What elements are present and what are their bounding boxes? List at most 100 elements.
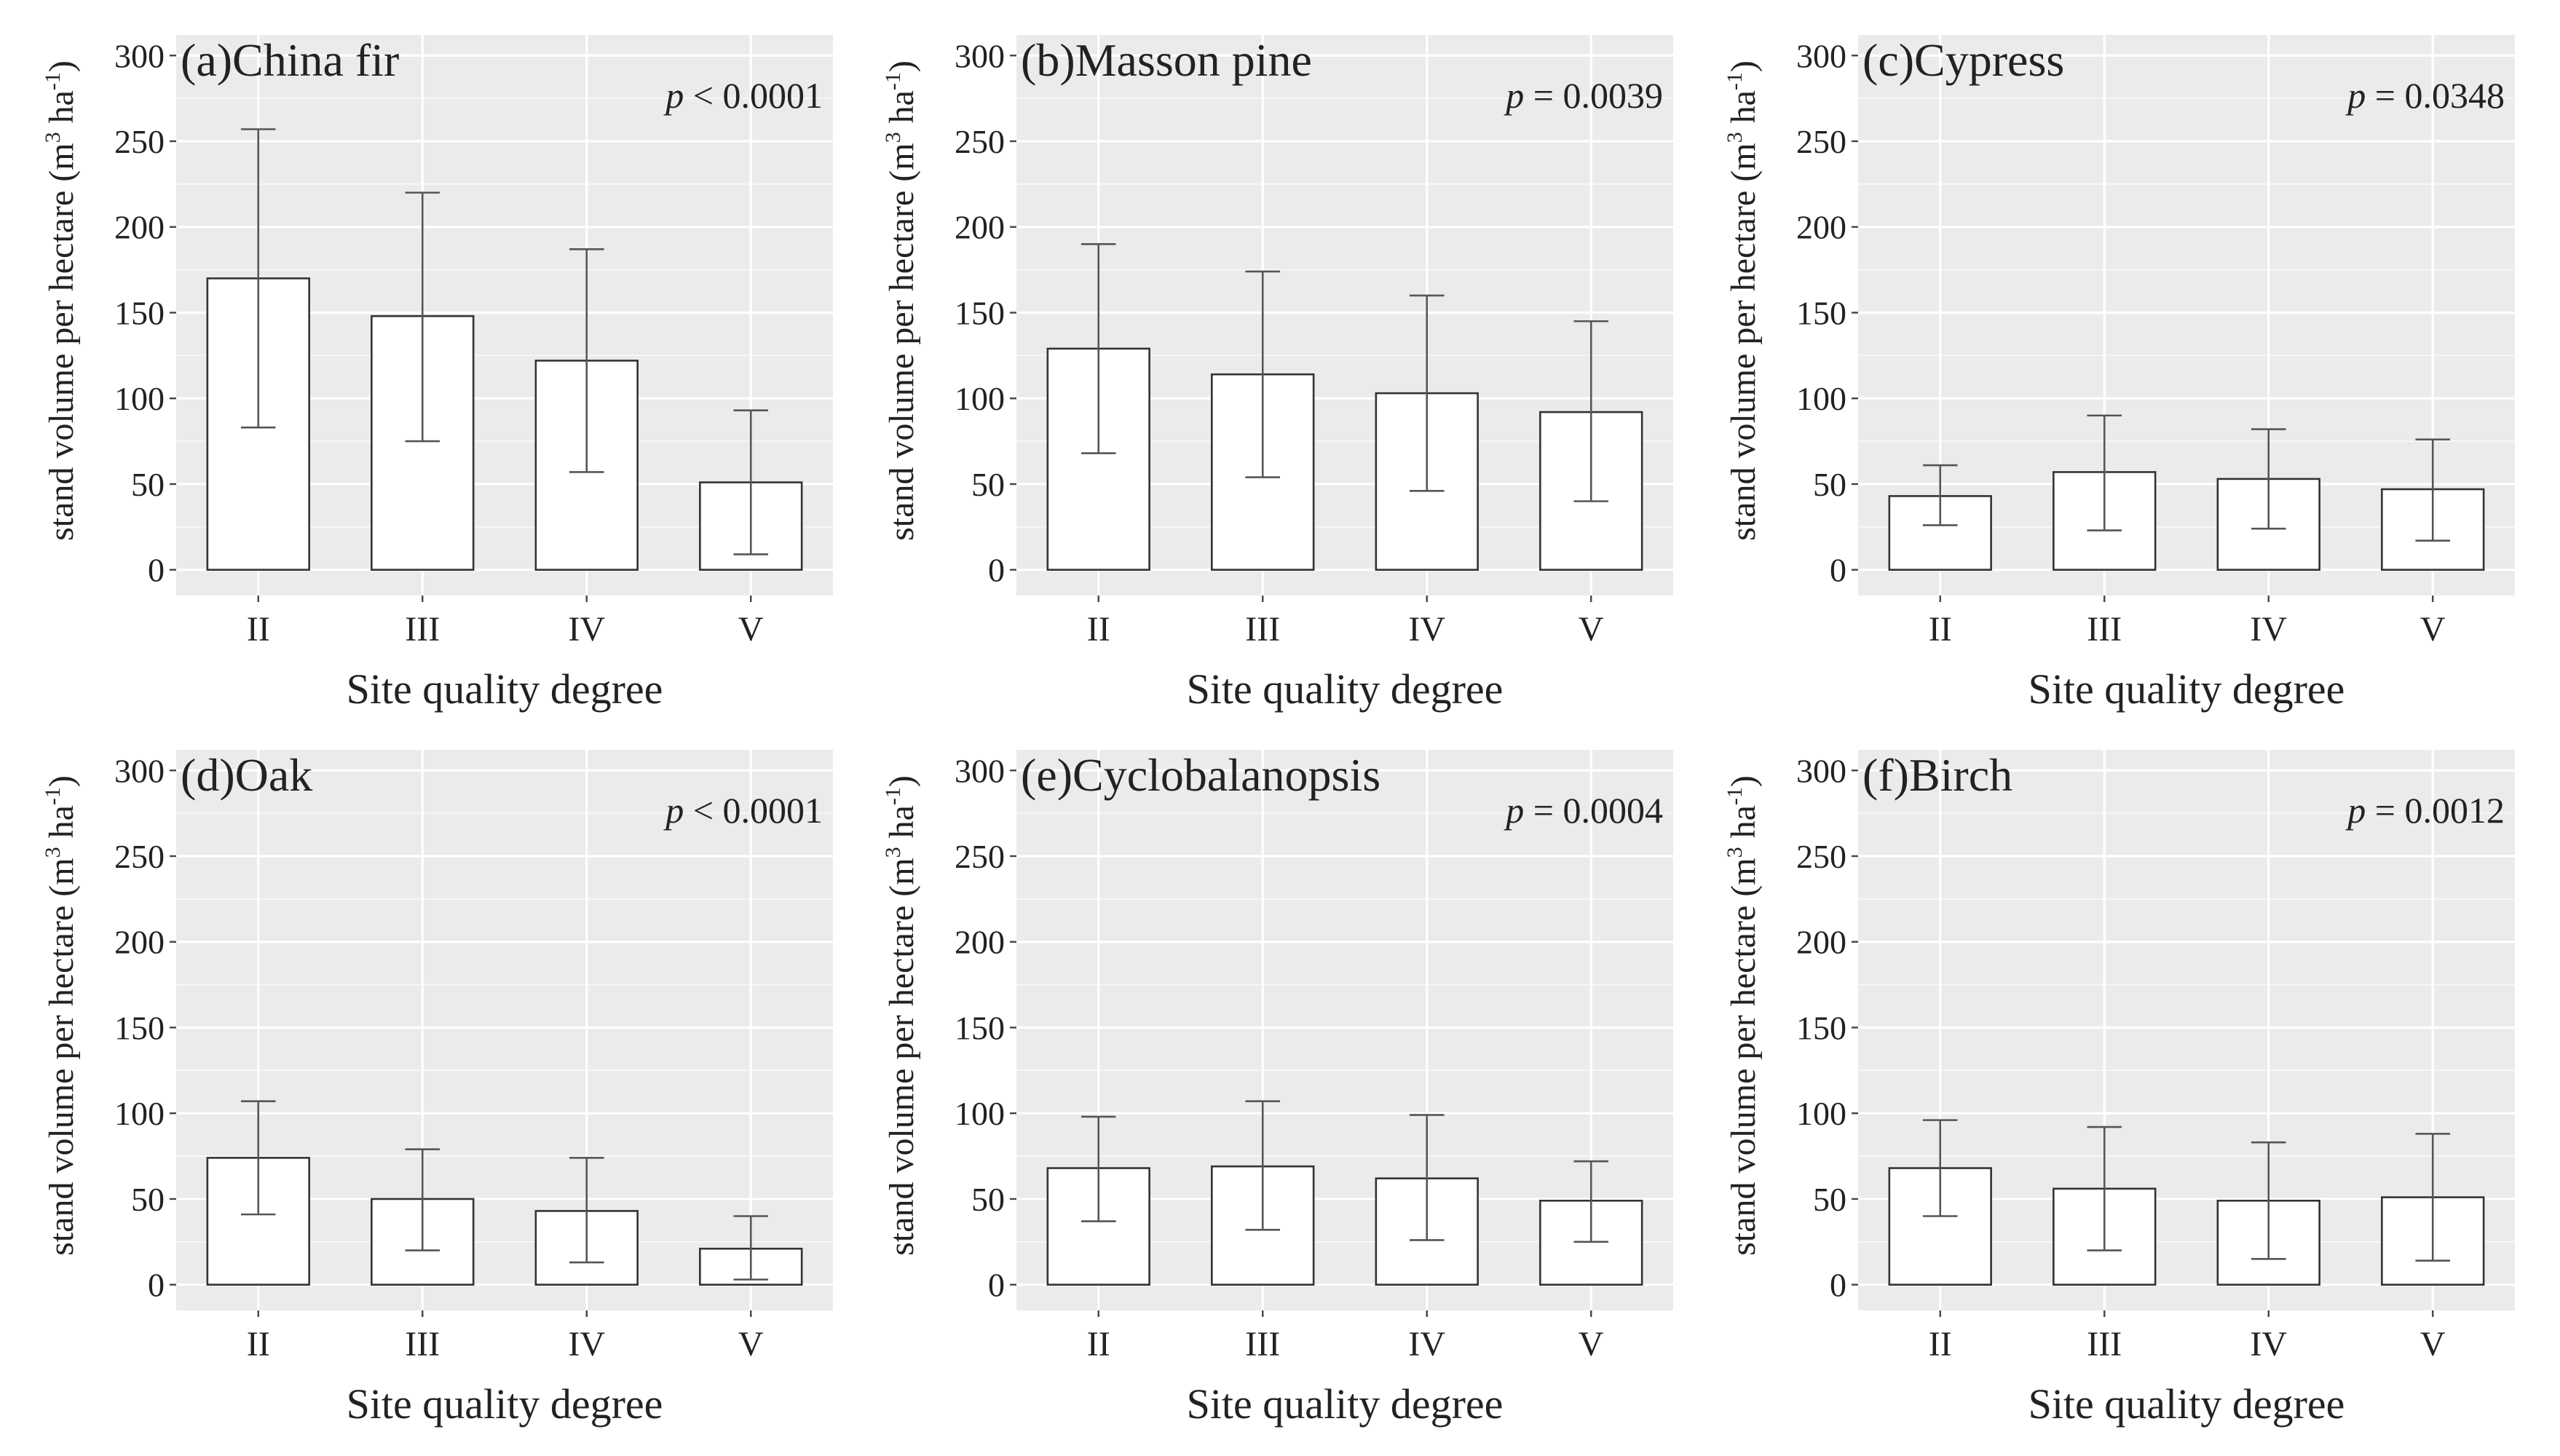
x-tick-label: V [1579, 1325, 1604, 1364]
y-axis-label: stand volume per hectare (m3 ha-1) [881, 60, 921, 541]
x-axis-label: Site quality degree [347, 1380, 663, 1428]
x-tick-label: III [2087, 1325, 2122, 1364]
x-tick-label: II [1087, 610, 1110, 649]
y-tick-label: 250 [955, 123, 1005, 160]
x-tick-label: III [1245, 610, 1280, 649]
y-tick-label: 50 [971, 1181, 1005, 1218]
y-tick-label: 100 [1796, 1095, 1846, 1132]
error-bar-iv [1409, 1114, 1445, 1241]
x-tick-label: IV [568, 1325, 605, 1364]
x-tick-label: IV [568, 610, 605, 649]
x-axis-label: Site quality degree [2028, 1380, 2345, 1428]
y-tick-label: 200 [955, 209, 1005, 246]
y-tick-label: 50 [971, 466, 1005, 503]
y-tick-label: 100 [114, 1095, 165, 1132]
x-tick-label: III [405, 610, 440, 649]
panel-title: (f)Birch [1862, 749, 2012, 801]
error-bar-iv [569, 248, 604, 473]
error-bar-ii [240, 128, 276, 429]
y-tick-label: 300 [1796, 752, 1846, 789]
error-bar-iv [569, 1157, 604, 1264]
x-tick-label: V [2420, 1325, 2446, 1364]
panel-title: (d)Oak [181, 749, 312, 801]
y-tick-label: 150 [1796, 1009, 1846, 1046]
y-axis-label: stand volume per hectare (m3 ha-1) [41, 775, 81, 1256]
y-tick-label: 50 [1813, 1181, 1846, 1218]
y-axis-label: stand volume per hectare (m3 ha-1) [41, 60, 81, 541]
error-bar-ii [240, 1100, 276, 1216]
panel-title: (a)China fir [181, 34, 399, 86]
x-axis-label: Site quality degree [2028, 665, 2345, 713]
error-bar-iii [1245, 1100, 1281, 1231]
y-axis-label: stand volume per hectare (m3 ha-1) [1723, 60, 1763, 541]
x-tick-label: V [738, 610, 764, 649]
y-tick-label: 200 [1796, 209, 1846, 246]
y-tick-label: 200 [114, 209, 165, 246]
error-bar-v [733, 1215, 769, 1281]
y-tick-label: 150 [1796, 294, 1846, 331]
error-bar-ii [1081, 1115, 1116, 1222]
y-axis-label: stand volume per hectare (m3 ha-1) [1723, 775, 1763, 1256]
p-value: p = 0.0012 [2345, 790, 2505, 831]
x-axis-label: Site quality degree [1187, 1380, 1504, 1428]
y-tick-label: 150 [955, 1009, 1005, 1046]
p-value: p = 0.0004 [1504, 790, 1663, 831]
y-tick-label: 0 [148, 552, 165, 589]
y-tick-label: 300 [955, 752, 1005, 789]
x-tick-label: II [1929, 610, 1952, 649]
p-value: p < 0.0001 [663, 790, 823, 831]
panel-title: (c)Cypress [1862, 34, 2064, 86]
y-tick-label: 200 [114, 924, 165, 961]
x-tick-label: IV [2250, 1325, 2287, 1364]
y-tick-label: 0 [1830, 1267, 1846, 1304]
y-tick-label: 250 [114, 123, 165, 160]
y-tick-label: 250 [1796, 838, 1846, 875]
y-tick-label: 150 [114, 1009, 165, 1046]
y-tick-label: 50 [1813, 466, 1846, 503]
x-tick-label: IV [2250, 610, 2287, 649]
p-value: p < 0.0001 [663, 75, 823, 116]
y-tick-label: 250 [114, 838, 165, 875]
x-tick-label: IV [1408, 1325, 1445, 1364]
y-tick-label: 250 [1796, 123, 1846, 160]
x-tick-label: V [2420, 610, 2446, 649]
x-tick-label: IV [1408, 610, 1445, 649]
x-tick-label: II [247, 610, 270, 649]
y-tick-label: 0 [988, 552, 1005, 589]
error-bar-v [1573, 1160, 1609, 1243]
x-tick-label: III [405, 1325, 440, 1364]
error-bar-ii [1081, 242, 1116, 454]
p-value: p = 0.0039 [1504, 75, 1663, 116]
y-tick-label: 300 [955, 37, 1005, 74]
x-axis-label: Site quality degree [347, 665, 663, 713]
error-bar-v [2415, 1133, 2451, 1262]
y-tick-label: 300 [114, 37, 165, 74]
y-tick-label: 0 [1830, 552, 1846, 589]
error-bar-iii [405, 1148, 441, 1251]
y-tick-label: 300 [1796, 37, 1846, 74]
error-bar-iv [1409, 294, 1445, 492]
panel-title: (b)Masson pine [1021, 34, 1312, 86]
error-bar-iii [2087, 414, 2122, 531]
error-bar-iv [2251, 428, 2286, 530]
x-tick-label: V [1579, 610, 1604, 649]
x-tick-label: V [738, 1325, 764, 1364]
x-tick-label: II [1087, 1325, 1110, 1364]
error-bar-iii [1245, 270, 1281, 478]
panel-title: (e)Cyclobalanopsis [1021, 749, 1380, 801]
y-tick-label: 100 [955, 380, 1005, 417]
x-tick-label: II [1929, 1325, 1952, 1364]
y-tick-label: 0 [148, 1267, 165, 1304]
y-tick-label: 300 [114, 752, 165, 789]
error-bar-v [2415, 438, 2451, 542]
y-tick-label: 100 [955, 1095, 1005, 1132]
p-value: p = 0.0348 [2345, 75, 2505, 116]
error-bar-v [733, 409, 769, 555]
error-bar-v [1573, 320, 1609, 502]
x-axis-label: Site quality degree [1187, 665, 1504, 713]
